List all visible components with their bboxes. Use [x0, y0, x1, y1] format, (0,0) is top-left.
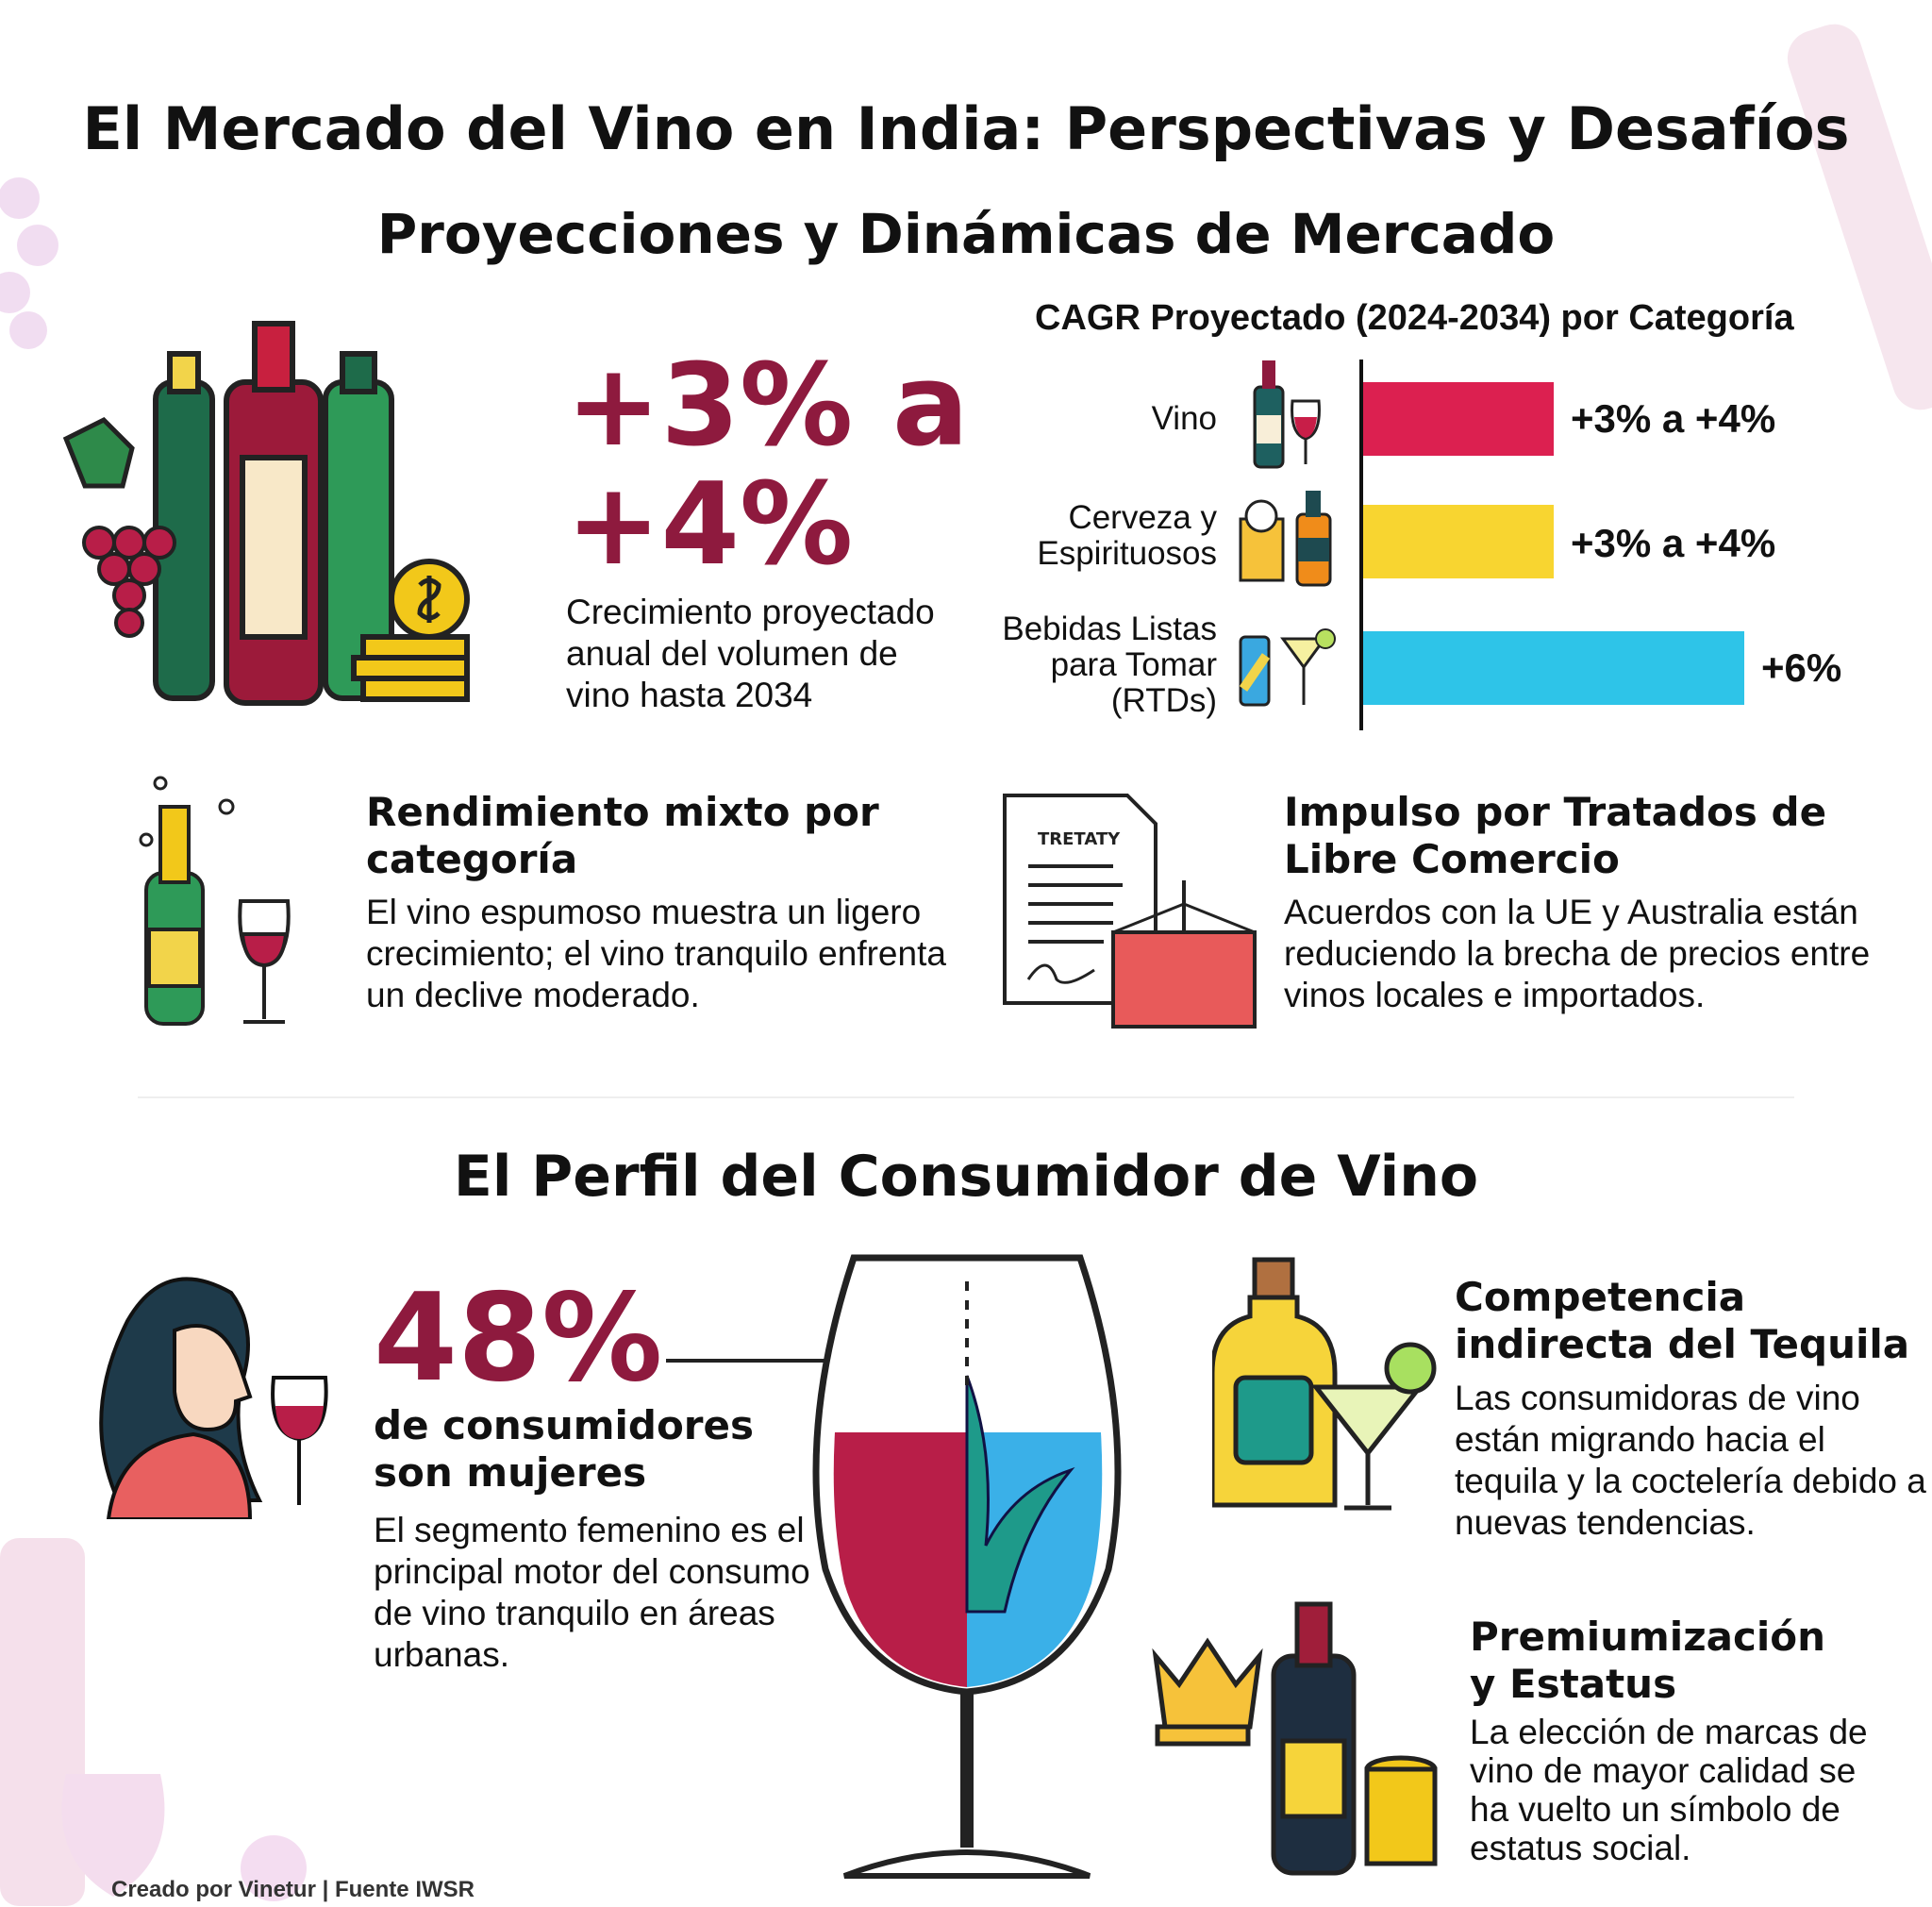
bar-cerveza — [1363, 505, 1554, 578]
section-title-consumer: El Perfil del Consumidor de Vino — [453, 1144, 1479, 1210]
tequila-cocktail-icon — [1212, 1257, 1437, 1511]
bar-chart — [1363, 382, 1744, 705]
bar-value-cerveza: +3% a +4% — [1571, 521, 1776, 565]
page-title: El Mercado del Vino en India: Perspectiv… — [82, 94, 1850, 163]
crown-bottle-coins-icon — [1152, 1601, 1438, 1876]
treaty-body: Acuerdos con la UE y Australia están red… — [1284, 893, 1871, 1014]
premium-title: Premiumización y Estatus — [1470, 1614, 1826, 1707]
woman-drinking-wine-icon — [99, 1277, 328, 1519]
mixed-performance-title: Rendimiento mixto por categoría — [366, 789, 879, 882]
growth-stat: +3% a +4% — [566, 341, 970, 591]
treaty-title: Impulso por Tratados de Libre Comercio — [1284, 789, 1827, 882]
stat-connector-line — [666, 1359, 838, 1363]
rtd-can-cocktail-icon — [1239, 628, 1336, 707]
beer-spirits-icon — [1239, 491, 1332, 587]
champagne-glass-icon — [139, 776, 291, 1026]
treaty-doc-label: TRETATY — [1038, 829, 1121, 849]
tequila-title: Competencia indirecta del Tequila — [1455, 1274, 1910, 1367]
chart-axis — [1359, 360, 1363, 730]
tequila-body: Las consumidoras de vino están migrando … — [1455, 1379, 1926, 1542]
consumer-stat-label: de consumidores son mujeres — [374, 1402, 754, 1496]
section-divider — [138, 1096, 1794, 1098]
treaty-document-icon: TRETATY — [1003, 794, 1257, 1029]
premium-body: La elección de marcas de vino de mayor c… — [1470, 1713, 1868, 1867]
wine-tequila-glass-icon — [812, 1254, 1122, 1879]
wine-glass-decoration-icon — [61, 1774, 165, 1897]
bar-label-cerveza: Cerveza y Espirituosos — [1037, 499, 1217, 572]
consumer-stat: 48% — [374, 1268, 663, 1409]
wine-category-icon — [1253, 360, 1321, 469]
mixed-performance-body: El vino espumoso muestra un ligero creci… — [366, 893, 946, 1014]
bar-value-vino: +3% a +4% — [1571, 396, 1776, 441]
consumer-stat-body: El segmento femenino es el principal mot… — [374, 1511, 810, 1674]
chart-title: CAGR Proyectado (2024-2034) por Categorí… — [1035, 298, 1794, 338]
bottle-decoration-icon — [0, 1538, 85, 1906]
bar-label-vino: Vino — [1151, 400, 1217, 437]
bar-label-rtds: Bebidas Listas para Tomar (RTDs) — [1002, 611, 1217, 719]
bar-rtds — [1363, 631, 1744, 705]
grapes-decoration-icon — [241, 1835, 307, 1901]
wine-bottles-icon — [62, 321, 470, 706]
bar-value-rtds: +6% — [1761, 645, 1842, 690]
grapes-decoration-icon — [0, 177, 58, 349]
footer-credit: Creado por Vinetur | Fuente IWSR — [111, 1877, 475, 1902]
bar-vino — [1363, 382, 1554, 456]
bottle-decoration-icon — [1787, 24, 1932, 410]
section-title-projections: Proyecciones y Dinámicas de Mercado — [376, 202, 1556, 266]
growth-description: Crecimiento proyectado anual del volumen… — [566, 593, 935, 714]
